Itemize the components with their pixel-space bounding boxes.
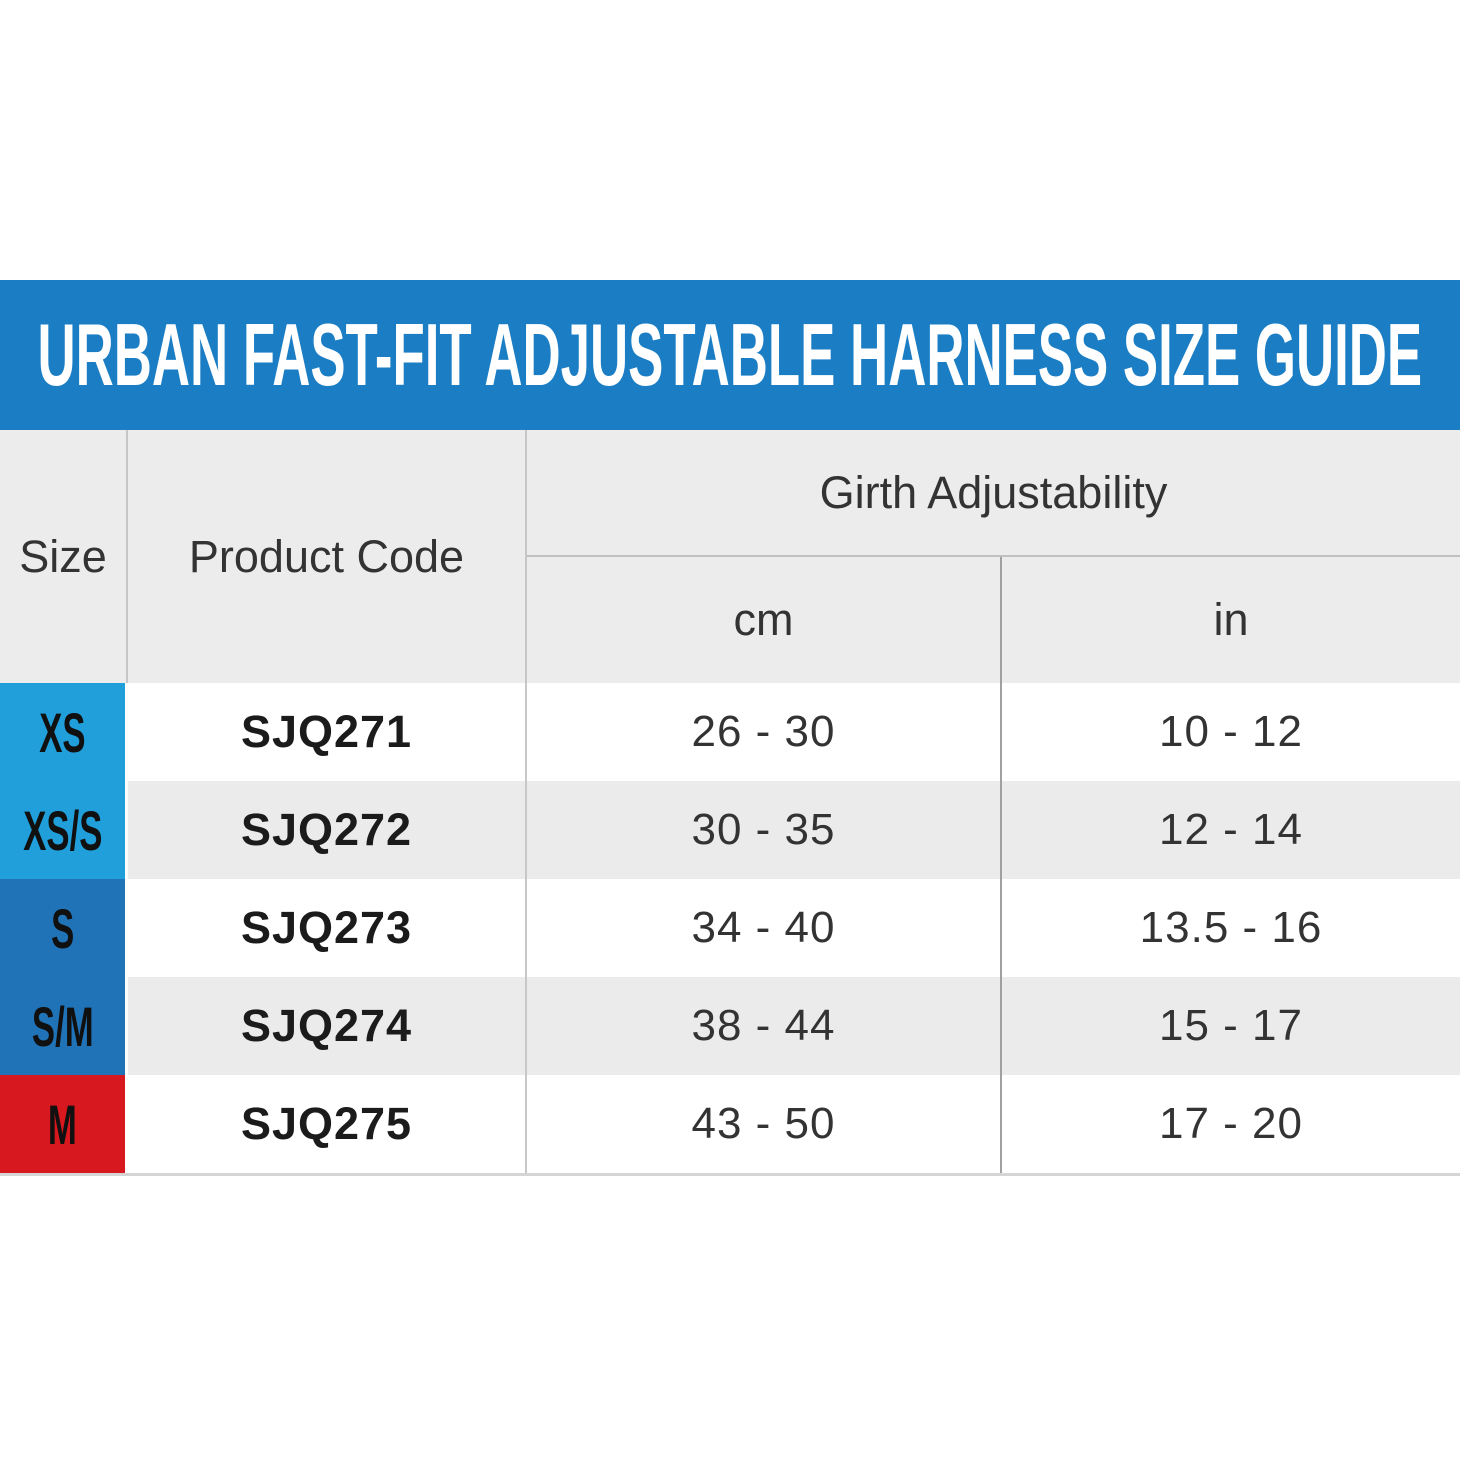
girth-in-cell: 13.5 - 16 xyxy=(1002,879,1460,977)
size-label: XS/S xyxy=(22,798,103,862)
girth-subheader-row: cm in xyxy=(527,557,1460,683)
table-row-xs-s: XS/S SJQ272 30 - 35 12 - 14 xyxy=(0,781,1460,879)
size-label: M xyxy=(48,1092,77,1156)
size-label: XS xyxy=(39,700,86,764)
girth-in-cell: 10 - 12 xyxy=(1002,683,1460,781)
table-header: Size Product Code Girth Adjustability cm… xyxy=(0,430,1460,683)
girth-cm-cell: 34 - 40 xyxy=(527,879,1002,977)
girth-in-value: 15 - 17 xyxy=(1159,1001,1303,1050)
table-row-xs: XS SJQ271 26 - 30 10 - 12 xyxy=(0,683,1460,781)
title-banner: URBAN FAST-FIT ADJUSTABLE HARNESS SIZE G… xyxy=(0,280,1460,430)
product-code-cell: SJQ271 xyxy=(128,683,527,781)
girth-cm-cell: 26 - 30 xyxy=(527,683,1002,781)
product-code-cell: SJQ272 xyxy=(128,781,527,879)
table-row-s: S SJQ273 34 - 40 13.5 - 16 xyxy=(0,879,1460,977)
product-code-column-header: Product Code xyxy=(128,430,527,683)
size-swatch-cell: M xyxy=(0,1075,128,1173)
size-label: S/M xyxy=(31,994,94,1058)
size-swatch-cell: S/M xyxy=(0,977,128,1075)
size-swatch-cell: XS/S xyxy=(0,781,128,879)
girth-cm-value: 38 - 44 xyxy=(691,1001,836,1050)
cm-column-header: cm xyxy=(527,557,1002,683)
in-column-header: in xyxy=(1002,557,1460,683)
product-code-cell: SJQ274 xyxy=(128,977,527,1075)
size-label: S xyxy=(50,896,75,960)
girth-cm-cell: 38 - 44 xyxy=(527,977,1002,1075)
product-code-value: SJQ274 xyxy=(240,1000,413,1051)
product-code-value: SJQ273 xyxy=(240,902,413,953)
girth-in-value: 10 - 12 xyxy=(1159,707,1303,756)
girth-cm-cell: 30 - 35 xyxy=(527,781,1002,879)
size-swatch-cell: S xyxy=(0,879,128,977)
girth-in-cell: 12 - 14 xyxy=(1002,781,1460,879)
girth-cm-value: 34 - 40 xyxy=(691,903,836,952)
product-code-value: SJQ271 xyxy=(240,706,413,757)
size-swatch-cell: XS xyxy=(0,683,128,781)
in-header-label: in xyxy=(1213,594,1249,645)
page-title: URBAN FAST-FIT ADJUSTABLE HARNESS SIZE G… xyxy=(37,305,1423,404)
girth-cm-value: 30 - 35 xyxy=(691,805,836,854)
girth-header-label: Girth Adjustability xyxy=(819,466,1168,518)
girth-in-cell: 15 - 17 xyxy=(1002,977,1460,1075)
girth-column-group-header: Girth Adjustability cm in xyxy=(527,430,1460,683)
product-code-value: SJQ275 xyxy=(240,1098,413,1149)
girth-in-value: 12 - 14 xyxy=(1159,805,1303,854)
girth-in-value: 17 - 20 xyxy=(1159,1099,1303,1148)
girth-adjustability-header: Girth Adjustability xyxy=(527,430,1460,557)
girth-in-cell: 17 - 20 xyxy=(1002,1075,1460,1173)
cm-header-label: cm xyxy=(733,594,794,645)
table-row-m: M SJQ275 43 - 50 17 - 20 xyxy=(0,1075,1460,1173)
girth-cm-value: 26 - 30 xyxy=(691,707,836,756)
product-code-value: SJQ272 xyxy=(240,804,413,855)
size-column-header: Size xyxy=(0,430,128,683)
product-code-cell: SJQ273 xyxy=(128,879,527,977)
product-code-header-label: Product Code xyxy=(188,530,465,582)
table-row-s-m: S/M SJQ274 38 - 44 15 - 17 xyxy=(0,977,1460,1075)
size-guide-table: Size Product Code Girth Adjustability cm… xyxy=(0,430,1460,1176)
girth-in-value: 13.5 - 16 xyxy=(1139,903,1323,952)
girth-cm-cell: 43 - 50 xyxy=(527,1075,1002,1173)
size-header-label: Size xyxy=(19,530,107,582)
product-code-cell: SJQ275 xyxy=(128,1075,527,1173)
girth-cm-value: 43 - 50 xyxy=(691,1099,836,1148)
